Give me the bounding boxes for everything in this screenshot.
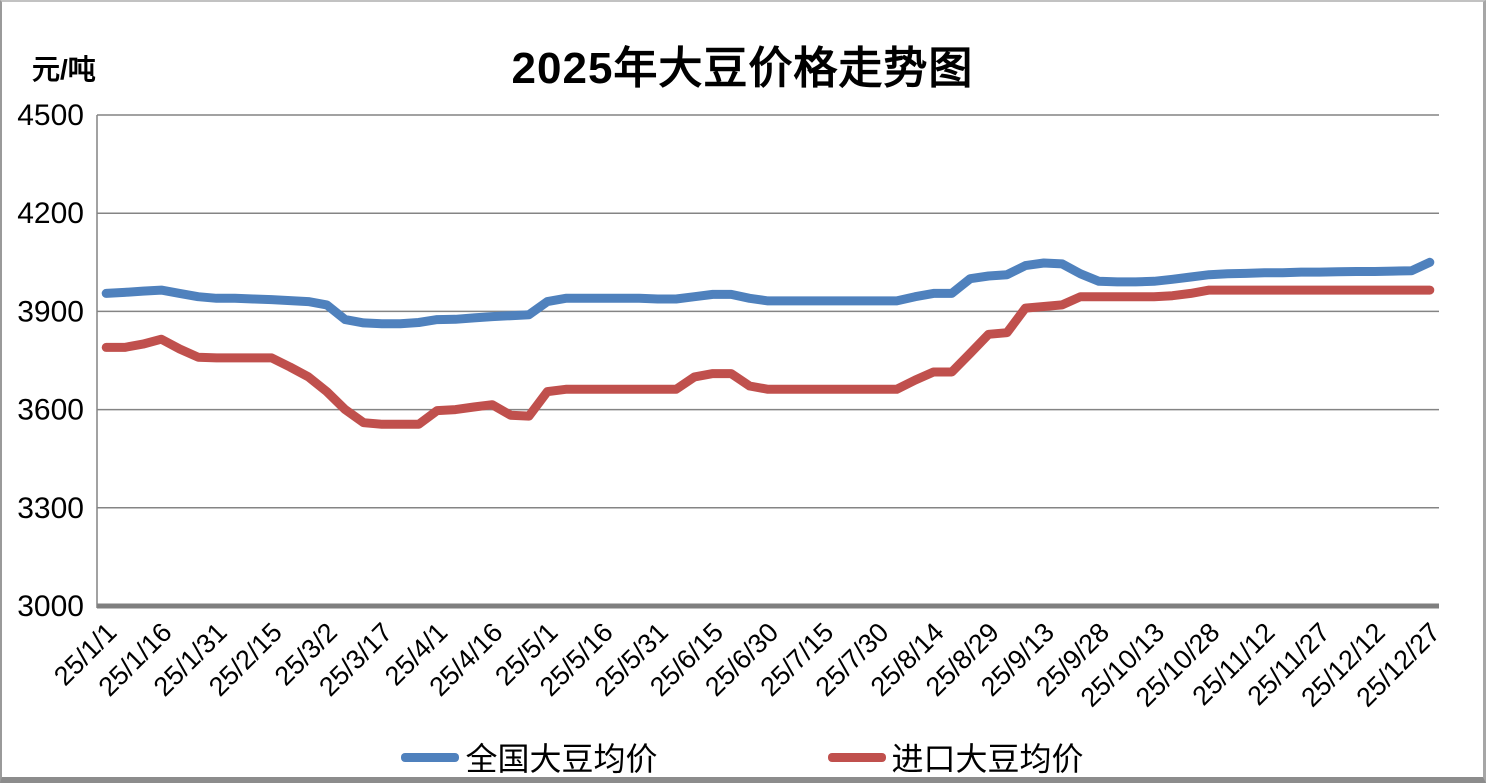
legend-item-national: 全国大豆均价 [401, 734, 658, 777]
national-series-line-swatch [401, 752, 460, 762]
y-tick-label: 3300 [17, 492, 84, 525]
legend-label-imported: 进口大豆均价 [891, 741, 1084, 777]
imported-series-line-swatch [827, 752, 886, 762]
y-tick-label: 3600 [17, 394, 84, 427]
y-tick-label: 3000 [17, 590, 84, 623]
y-tick-label: 4200 [17, 197, 84, 230]
imported-average-price-line [101, 285, 1435, 429]
legend-label-national: 全国大豆均价 [465, 741, 658, 777]
national-average-price-line [101, 257, 1435, 329]
y-tick-label: 3900 [17, 295, 84, 328]
legend-item-imported: 进口大豆均价 [827, 734, 1084, 777]
page-title: 2025年大豆价格走势图 [511, 44, 974, 93]
y-tick-label: 4500 [17, 99, 84, 132]
y-axis-unit-label: 元/吨 [32, 54, 96, 85]
chart-legend: 全国大豆均价 进口大豆均价 [2, 734, 1483, 777]
